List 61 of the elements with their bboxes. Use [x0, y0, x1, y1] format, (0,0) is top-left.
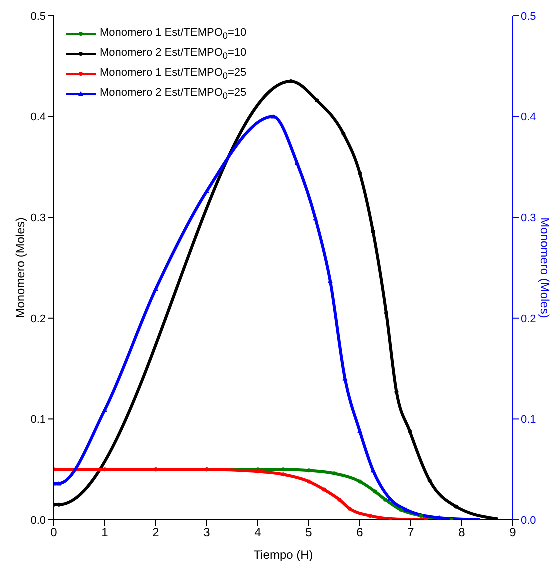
point — [371, 230, 376, 234]
x-tick-label: 1 — [102, 526, 109, 540]
point — [494, 516, 498, 520]
y-tick-label: 0.5 — [30, 10, 46, 23]
point — [384, 498, 388, 502]
point — [56, 481, 62, 486]
x-tick-label: 9 — [510, 526, 517, 540]
point — [428, 478, 432, 483]
point — [408, 429, 412, 434]
y2-tick-label: 0.4 — [521, 112, 536, 124]
y2-tick-label: 0.1 — [521, 414, 536, 426]
x-tick-label: 0 — [50, 526, 58, 540]
point — [384, 311, 389, 316]
legend-label: Monomero 1 Est/TEMPO$_{0}$=25 — [100, 66, 247, 82]
y2-tick-label: 0.2 — [521, 313, 536, 326]
x-axis-title: Tiempo (H) — [254, 548, 314, 562]
x-tick-label: 3 — [204, 526, 211, 540]
point — [57, 502, 62, 507]
point — [315, 98, 320, 103]
point — [282, 468, 286, 472]
x-tick-label: 7 — [408, 526, 415, 540]
point — [437, 515, 442, 520]
point — [368, 514, 372, 518]
point — [358, 171, 362, 176]
y2-tick-label: 0.5 — [521, 10, 536, 23]
point — [338, 498, 342, 502]
point — [103, 468, 107, 472]
point — [289, 80, 294, 84]
point — [307, 468, 311, 473]
y-axis-title: Monomero (Moles) — [13, 218, 28, 318]
x-tick-label: 4 — [254, 526, 262, 540]
y-tick-label: 0.4 — [30, 112, 46, 124]
point — [342, 132, 346, 136]
x-tick-label: 2 — [152, 526, 160, 540]
point — [394, 390, 399, 394]
y2-axis-title: Monomero (Moles) — [538, 218, 552, 318]
legend-label: Monomero 1 Est/TEMPO$_{0}$=10 — [100, 26, 247, 42]
point — [398, 508, 403, 512]
x-tick-label: 6 — [356, 526, 364, 540]
point — [388, 516, 393, 520]
point — [373, 490, 378, 494]
legend-label: Monomero 2 Est/TEMPO$_{0}$=25 — [100, 86, 247, 102]
point — [358, 480, 362, 484]
point — [282, 472, 286, 477]
y-tick-label: 0.0 — [30, 514, 46, 527]
point — [322, 488, 326, 492]
point — [454, 504, 458, 509]
y-tick-label: 0.3 — [30, 212, 46, 225]
point — [348, 506, 352, 511]
y2-tick-label: 0.0 — [521, 514, 536, 527]
point — [419, 514, 424, 518]
y-tick-label: 0.1 — [30, 414, 46, 426]
point — [204, 188, 210, 194]
x-tick-label: 5 — [306, 526, 313, 540]
point — [307, 480, 311, 484]
y-tick-label: 0.2 — [30, 313, 46, 326]
legend-label: Monomero 2 Est/TEMPO$_{0}$=10 — [100, 46, 247, 62]
point — [332, 472, 336, 476]
y2-tick-label: 0.3 — [521, 212, 536, 225]
x-tick-label: 8 — [458, 526, 466, 540]
point — [270, 114, 276, 119]
